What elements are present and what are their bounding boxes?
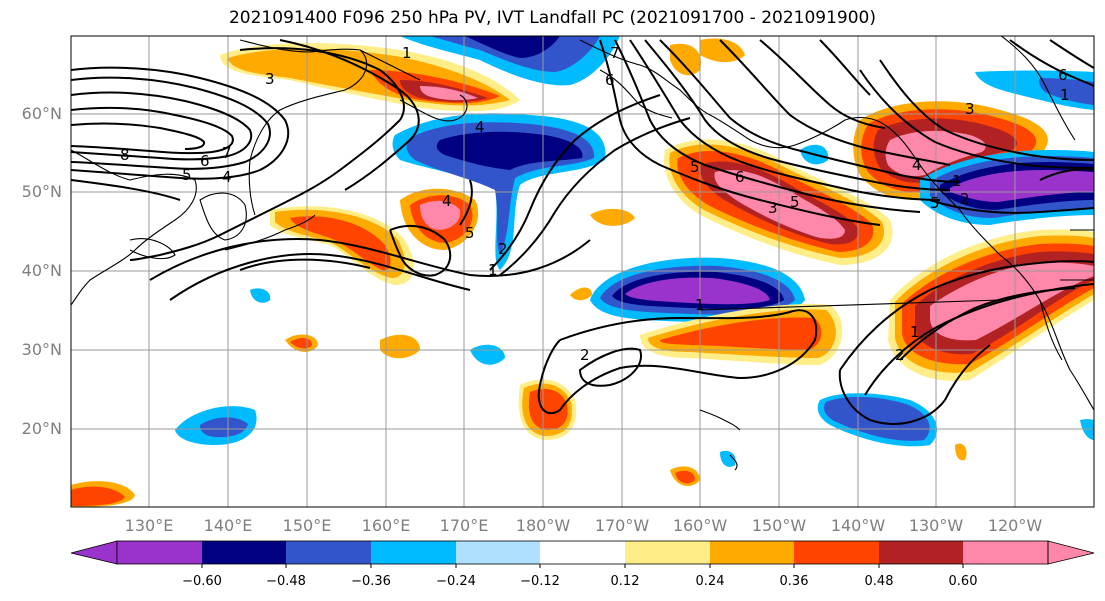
lat-label: 40°N xyxy=(22,261,62,280)
lon-label: 150°E xyxy=(283,516,332,535)
colorbar-bin xyxy=(456,541,540,564)
ivt-pc-contours xyxy=(71,39,1094,425)
contour-label: 4 xyxy=(442,192,452,210)
lat-label: 50°N xyxy=(22,182,62,201)
lon-label: 130°W xyxy=(909,516,964,535)
contour-label: 5 xyxy=(930,194,940,212)
contour-label: 7 xyxy=(610,44,620,62)
colorbar-tick-label: −0.48 xyxy=(266,574,306,589)
contour-label: 4 xyxy=(475,118,485,136)
latitude-axis: 60°N 50°N 40°N 30°N 20°N xyxy=(22,104,62,438)
colorbar-bin xyxy=(625,541,710,564)
contour-label: 1 xyxy=(910,323,920,341)
colorbar-bin xyxy=(202,541,286,564)
contour-label: 6 xyxy=(1058,66,1068,84)
colorbar-tick-label: 0.60 xyxy=(949,574,978,589)
contour-label: 3 xyxy=(768,199,778,217)
contour-label: 8 xyxy=(120,146,130,164)
pv-anomaly-shading xyxy=(71,36,1094,507)
lon-label: 130°E xyxy=(125,516,174,535)
colorbar-tick-label: 0.24 xyxy=(696,574,725,589)
contour-label: 1 xyxy=(488,261,498,279)
map-frame xyxy=(70,35,1095,508)
lat-label: 60°N xyxy=(22,104,62,123)
colorbar-bin xyxy=(286,541,371,564)
contour-label: 2 xyxy=(498,240,508,258)
map-area: 3 1 8 7 6 4 5 6 7 4 5 2 1 4 5 6 3 5 1 2 … xyxy=(71,36,1094,507)
contour-label: 6 xyxy=(735,168,745,186)
lat-label: 30°N xyxy=(22,340,62,359)
colorbar-ticks xyxy=(201,564,964,568)
coastlines xyxy=(71,36,1094,471)
contour-label: 2 xyxy=(960,190,970,208)
colorbar-tick-label: −0.60 xyxy=(182,574,222,589)
contour-label: 4 xyxy=(912,156,922,174)
contour-label: 5 xyxy=(690,158,700,176)
contour-label: 3 xyxy=(265,70,275,88)
lon-label: 160°W xyxy=(673,516,728,535)
contour-label: 1 xyxy=(402,44,412,62)
colorbar: −0.60 −0.48 −0.36 −0.24 −0.12 0.12 0.24 … xyxy=(70,540,1095,589)
colorbar-tick-label: 0.12 xyxy=(611,574,640,589)
contour-label: 6 xyxy=(605,71,615,89)
lon-label: 180°W xyxy=(516,516,571,535)
lon-label: 170°E xyxy=(440,516,489,535)
lon-label: 120°W xyxy=(988,516,1043,535)
contour-label: 3 xyxy=(965,100,975,118)
lon-label: 140°E xyxy=(204,516,253,535)
contour-label: 1 xyxy=(1060,86,1070,104)
lon-label: 160°E xyxy=(362,516,411,535)
lon-label: 170°W xyxy=(595,516,650,535)
colorbar-bin xyxy=(794,541,879,564)
colorbar-extend-high xyxy=(1047,540,1095,565)
colorbar-extend-low xyxy=(70,540,118,565)
contour-label: 5 xyxy=(182,166,192,184)
lat-label: 20°N xyxy=(22,419,62,438)
contour-label: 1 xyxy=(695,296,705,314)
contour-label: 1 xyxy=(952,172,962,190)
contour-label: 4 xyxy=(222,168,232,186)
contour-label: 5 xyxy=(465,224,475,242)
colorbar-bin xyxy=(879,541,963,564)
colorbar-tick-label: 0.48 xyxy=(865,574,894,589)
colorbar-bin xyxy=(540,541,625,564)
map-title: 2021091400 F096 250 hPa PV, IVT Landfall… xyxy=(228,8,876,28)
lon-label: 150°W xyxy=(752,516,807,535)
colorbar-bin xyxy=(710,541,794,564)
contour-label-group: 3 1 8 7 6 4 5 6 7 4 5 2 1 4 5 6 3 5 1 2 … xyxy=(120,44,1070,364)
colorbar-tick-label: 0.36 xyxy=(780,574,809,589)
contour-label: 6 xyxy=(200,152,210,170)
colorbar-tick-label: −0.12 xyxy=(520,574,560,589)
colorbar-tick-label: −0.36 xyxy=(351,574,391,589)
contour-label: 2 xyxy=(895,346,905,364)
contour-label: 7 xyxy=(222,144,232,162)
colorbar-tick-label: −0.24 xyxy=(436,574,476,589)
colorbar-bin xyxy=(371,541,456,564)
colorbar-bin xyxy=(117,541,202,564)
contour-label: 2 xyxy=(580,346,590,364)
longitude-axis: 130°E 140°E 150°E 160°E 170°E 180°W 170°… xyxy=(125,516,1043,535)
colorbar-frame xyxy=(116,540,1049,565)
colorbar-bin xyxy=(963,541,1048,564)
contour-label: 5 xyxy=(790,193,800,211)
lon-label: 140°W xyxy=(831,516,886,535)
